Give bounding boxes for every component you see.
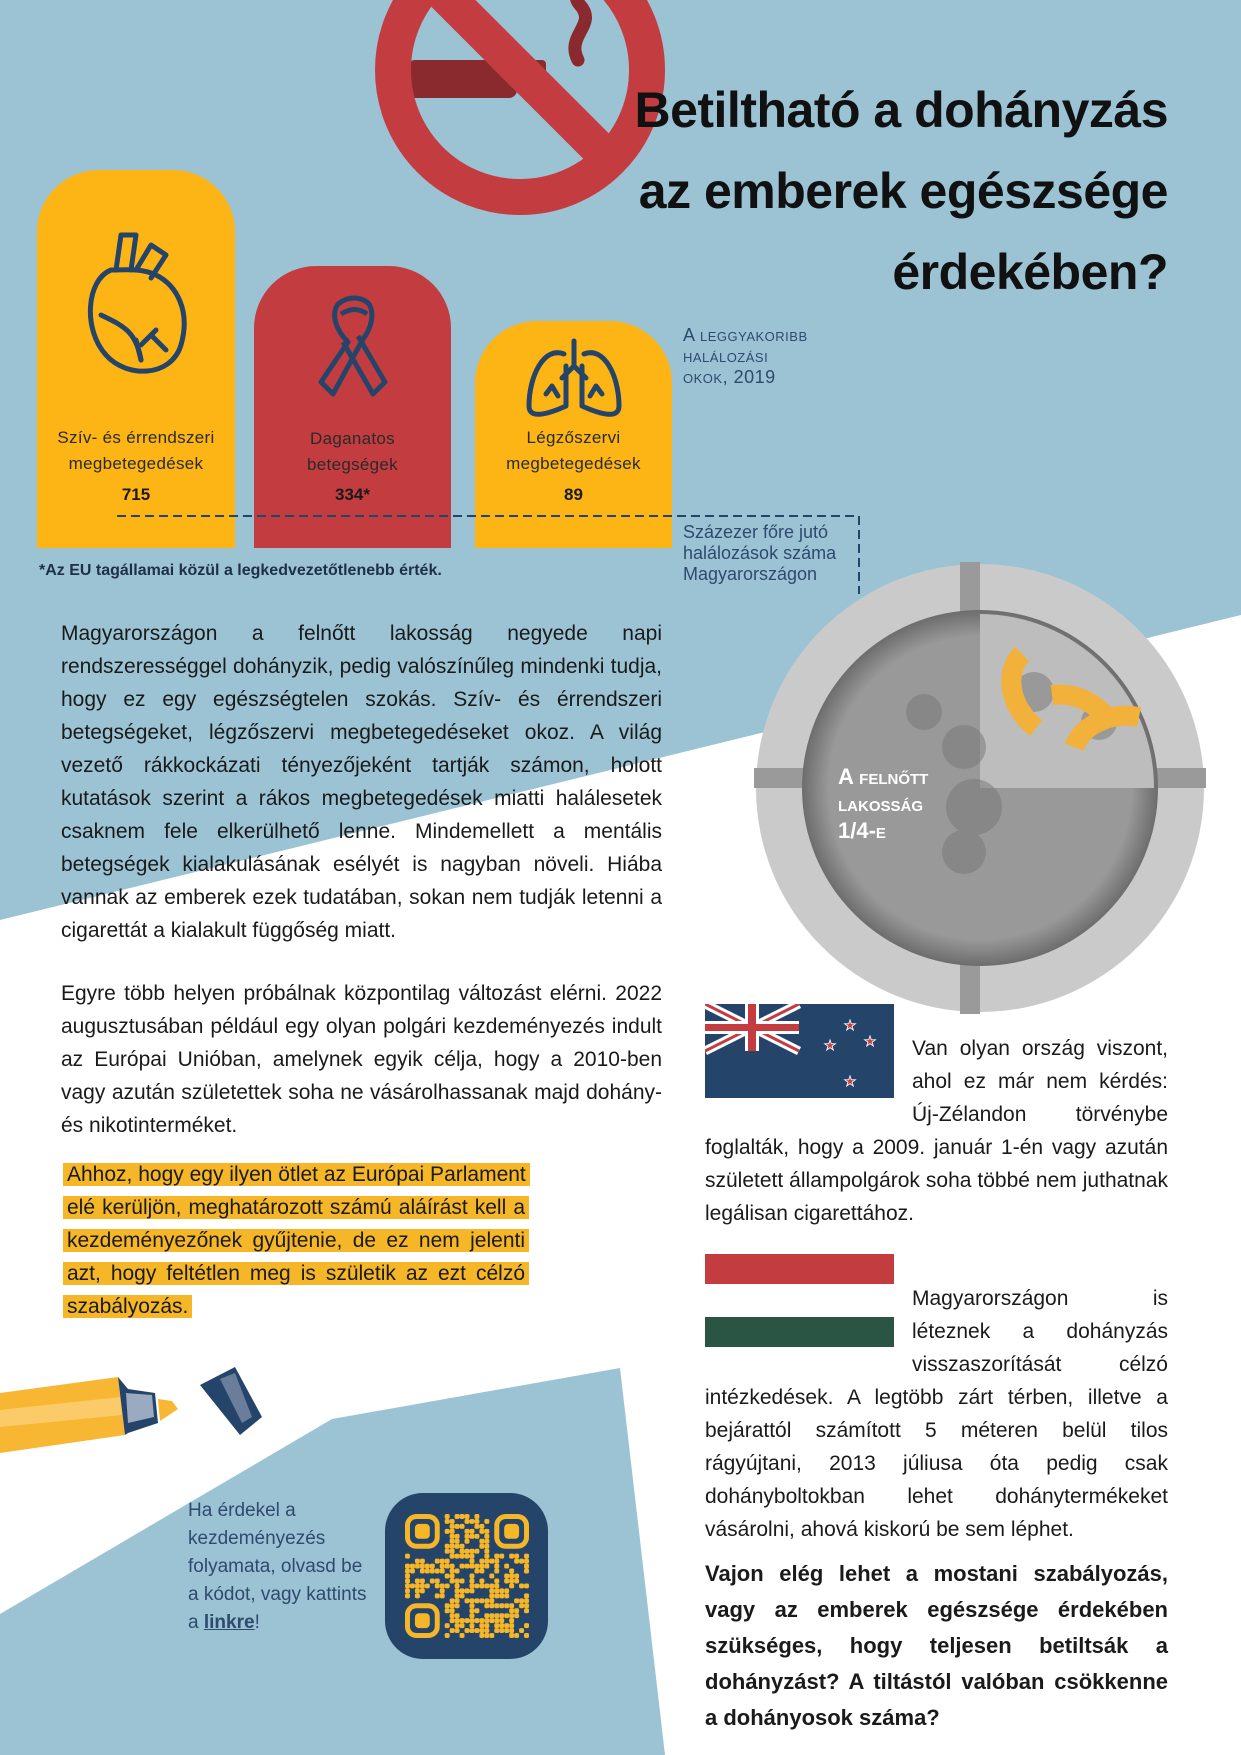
bar-cardiovascular: Szív- és érrendszeri megbetegedések 715 bbox=[37, 170, 235, 548]
chart-unit-note: Százezer főre jutó halálozások száma Magya… bbox=[683, 522, 837, 584]
svg-text:★: ★ bbox=[844, 1073, 857, 1089]
qr-instructions: Ha érdekel a kezdeményezés folyamata, ol… bbox=[188, 1500, 367, 1633]
lungs-icon bbox=[526, 338, 621, 417]
svg-text:★: ★ bbox=[824, 1037, 837, 1053]
svg-text:★: ★ bbox=[864, 1033, 877, 1049]
hu-section: Magyarországon is léteznek a dohányzás v… bbox=[705, 1254, 1168, 1546]
bar-value: 334* bbox=[335, 485, 370, 504]
closing-question: Vajon elég lehet a mostani szabályozás, … bbox=[705, 1561, 1168, 1730]
title-line: érdekében? bbox=[892, 244, 1168, 300]
new-zealand-flag-icon: ★ ★ ★ ★ bbox=[705, 1004, 894, 1098]
bar-respiratory: Légzőszervi megbetegedések 89 bbox=[475, 321, 672, 548]
highlighter-pen-icon bbox=[0, 1367, 262, 1453]
ashtray-label: A felnőtt lakosság 1/4-e bbox=[838, 764, 929, 843]
title-line: Betiltható a dohányzás bbox=[634, 82, 1168, 138]
title-line: az emberek egészsége bbox=[638, 163, 1169, 219]
initiative-link[interactable]: linkre bbox=[203, 1612, 255, 1633]
ribbon-icon bbox=[318, 295, 387, 397]
paragraph-intro: Magyarországon a felnőtt lakosság negyed… bbox=[61, 622, 662, 942]
hungary-flag-icon bbox=[705, 1254, 894, 1347]
paragraph-hungary: Magyarországon is léteznek a dohányzás v… bbox=[705, 1287, 1168, 1541]
qr-code-pattern bbox=[405, 1514, 529, 1638]
bar-label: Légzőszervi megbetegedések bbox=[506, 428, 641, 473]
bar-label: Szív- és érrendszeri megbetegedések bbox=[57, 428, 215, 473]
bar-value: 89 bbox=[564, 485, 583, 504]
heart-icon bbox=[87, 232, 187, 374]
dashed-guide-line bbox=[117, 515, 860, 594]
bar-label: Daganatos betegségek bbox=[307, 429, 398, 474]
chart-caption: A leggyakoribb halálozási okok, 2019 bbox=[683, 325, 808, 387]
ashtray-illustration bbox=[754, 562, 1206, 1014]
no-smoking-icon bbox=[375, 0, 665, 215]
svg-text:★: ★ bbox=[844, 1017, 857, 1033]
nz-section: ★ ★ ★ ★ Van olyan ország viszont, ahol ez m… bbox=[705, 1004, 1168, 1230]
paragraph-eu-initiative: Egyre több helyen próbálnak központilag … bbox=[61, 982, 662, 1137]
paragraph-new-zealand: Van olyan ország viszont, ahol ez már ne… bbox=[705, 1037, 1168, 1225]
page-title: Betiltható a dohányzás az emberek egészs… bbox=[634, 70, 1168, 313]
qr-code[interactable] bbox=[385, 1493, 548, 1659]
bar-value: 715 bbox=[121, 485, 151, 504]
chart-footnote: *Az EU tagállamai közül a legkedvezetőtl… bbox=[39, 562, 442, 579]
bar-cancer: Daganatos betegségek 334* bbox=[254, 266, 451, 548]
highlighted-paragraph: Ahhoz, hogy egy ilyen ötlet az Európai P… bbox=[63, 1158, 530, 1323]
